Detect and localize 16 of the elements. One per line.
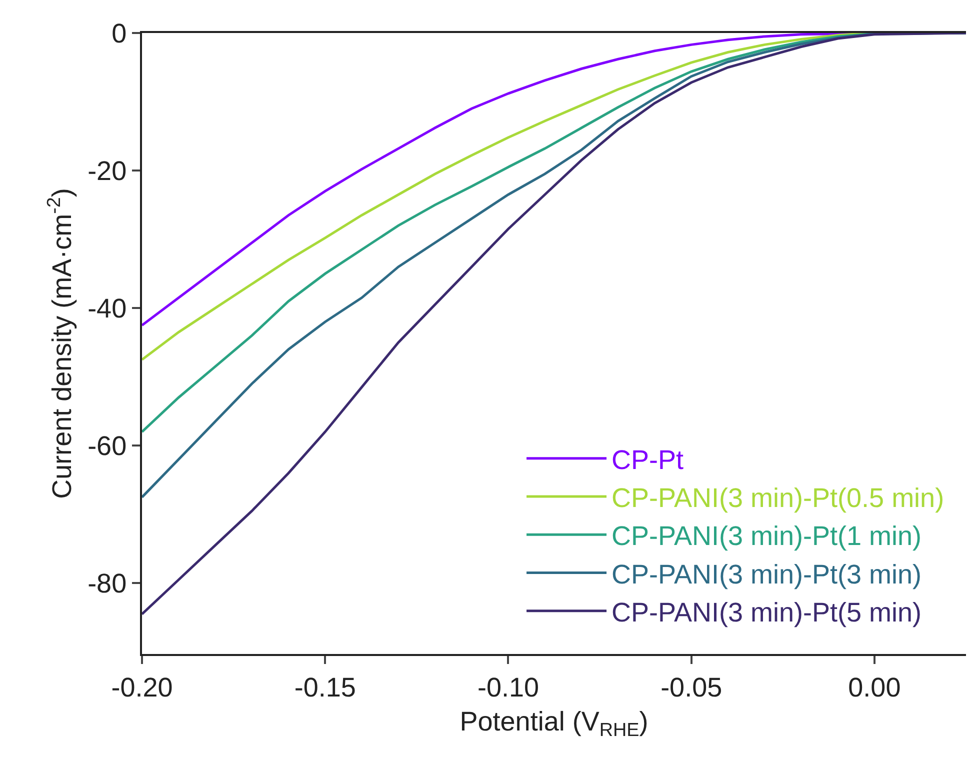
x-axis-title: Potential (V$_{RHE}$): [460, 706, 648, 741]
x-tick-label: -0.05: [660, 672, 722, 702]
legend-label: CP-PANI(3 min)-Pt(0.5 min): [612, 483, 944, 514]
x-tick-label: -0.20: [111, 672, 173, 702]
x-tick-label: -0.15: [294, 672, 356, 702]
y-tick-label: -60: [88, 431, 127, 462]
legend-label: CP-PANI(3 min)-Pt(3 min): [612, 559, 922, 590]
y-tick-label: -80: [88, 568, 127, 599]
y-tick-label: 0: [112, 18, 127, 48]
legend-label: CP-PANI(3 min)-Pt(1 min): [612, 521, 922, 552]
x-tick-label: -0.10: [477, 672, 539, 702]
x-tick-label: 0.00: [848, 672, 901, 702]
legend-label: CP-Pt: [612, 444, 684, 475]
y-tick-label: -20: [88, 156, 127, 186]
legend-label: CP-PANI(3 min)-Pt(5 min): [612, 597, 922, 628]
y-tick-label: -40: [88, 294, 127, 324]
